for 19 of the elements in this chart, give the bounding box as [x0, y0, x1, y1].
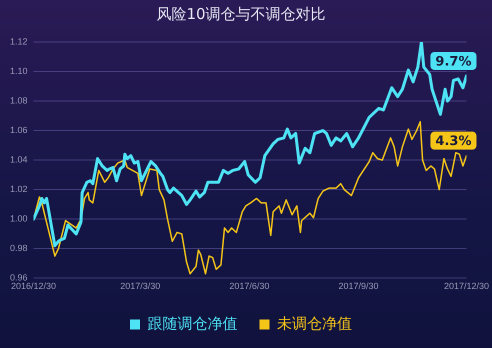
- y-tick-label: 1.06: [10, 125, 28, 136]
- y-tick-label: 0.98: [10, 243, 28, 254]
- x-tick-label: 2016/12/30: [10, 281, 56, 292]
- y-tick-label: 1.00: [10, 214, 28, 224]
- x-tick-label: 2017/9/30: [338, 281, 379, 292]
- y-tick-label: 1.12: [10, 36, 28, 46]
- y-tick-label: 1.10: [10, 66, 28, 76]
- y-tick-label: 1.08: [10, 96, 28, 106]
- chart-title: 风险10调仓与不调仓对比: [156, 4, 326, 23]
- y-tick-label: 1.04: [10, 154, 28, 165]
- x-tick-label: 2017/12/30: [444, 281, 489, 292]
- annotation: 4.3%: [435, 134, 472, 150]
- legend-label: 未调仓净值: [277, 314, 352, 332]
- x-tick-label: 2017/3/30: [120, 281, 160, 292]
- y-tick-label: 1.02: [10, 184, 28, 194]
- legend-label: 跟随调仓净值: [148, 314, 238, 332]
- x-tick-label: 2017/6/30: [229, 281, 270, 292]
- y-tick-label: 0.96: [10, 272, 28, 283]
- annotation: 9.7%: [435, 54, 472, 70]
